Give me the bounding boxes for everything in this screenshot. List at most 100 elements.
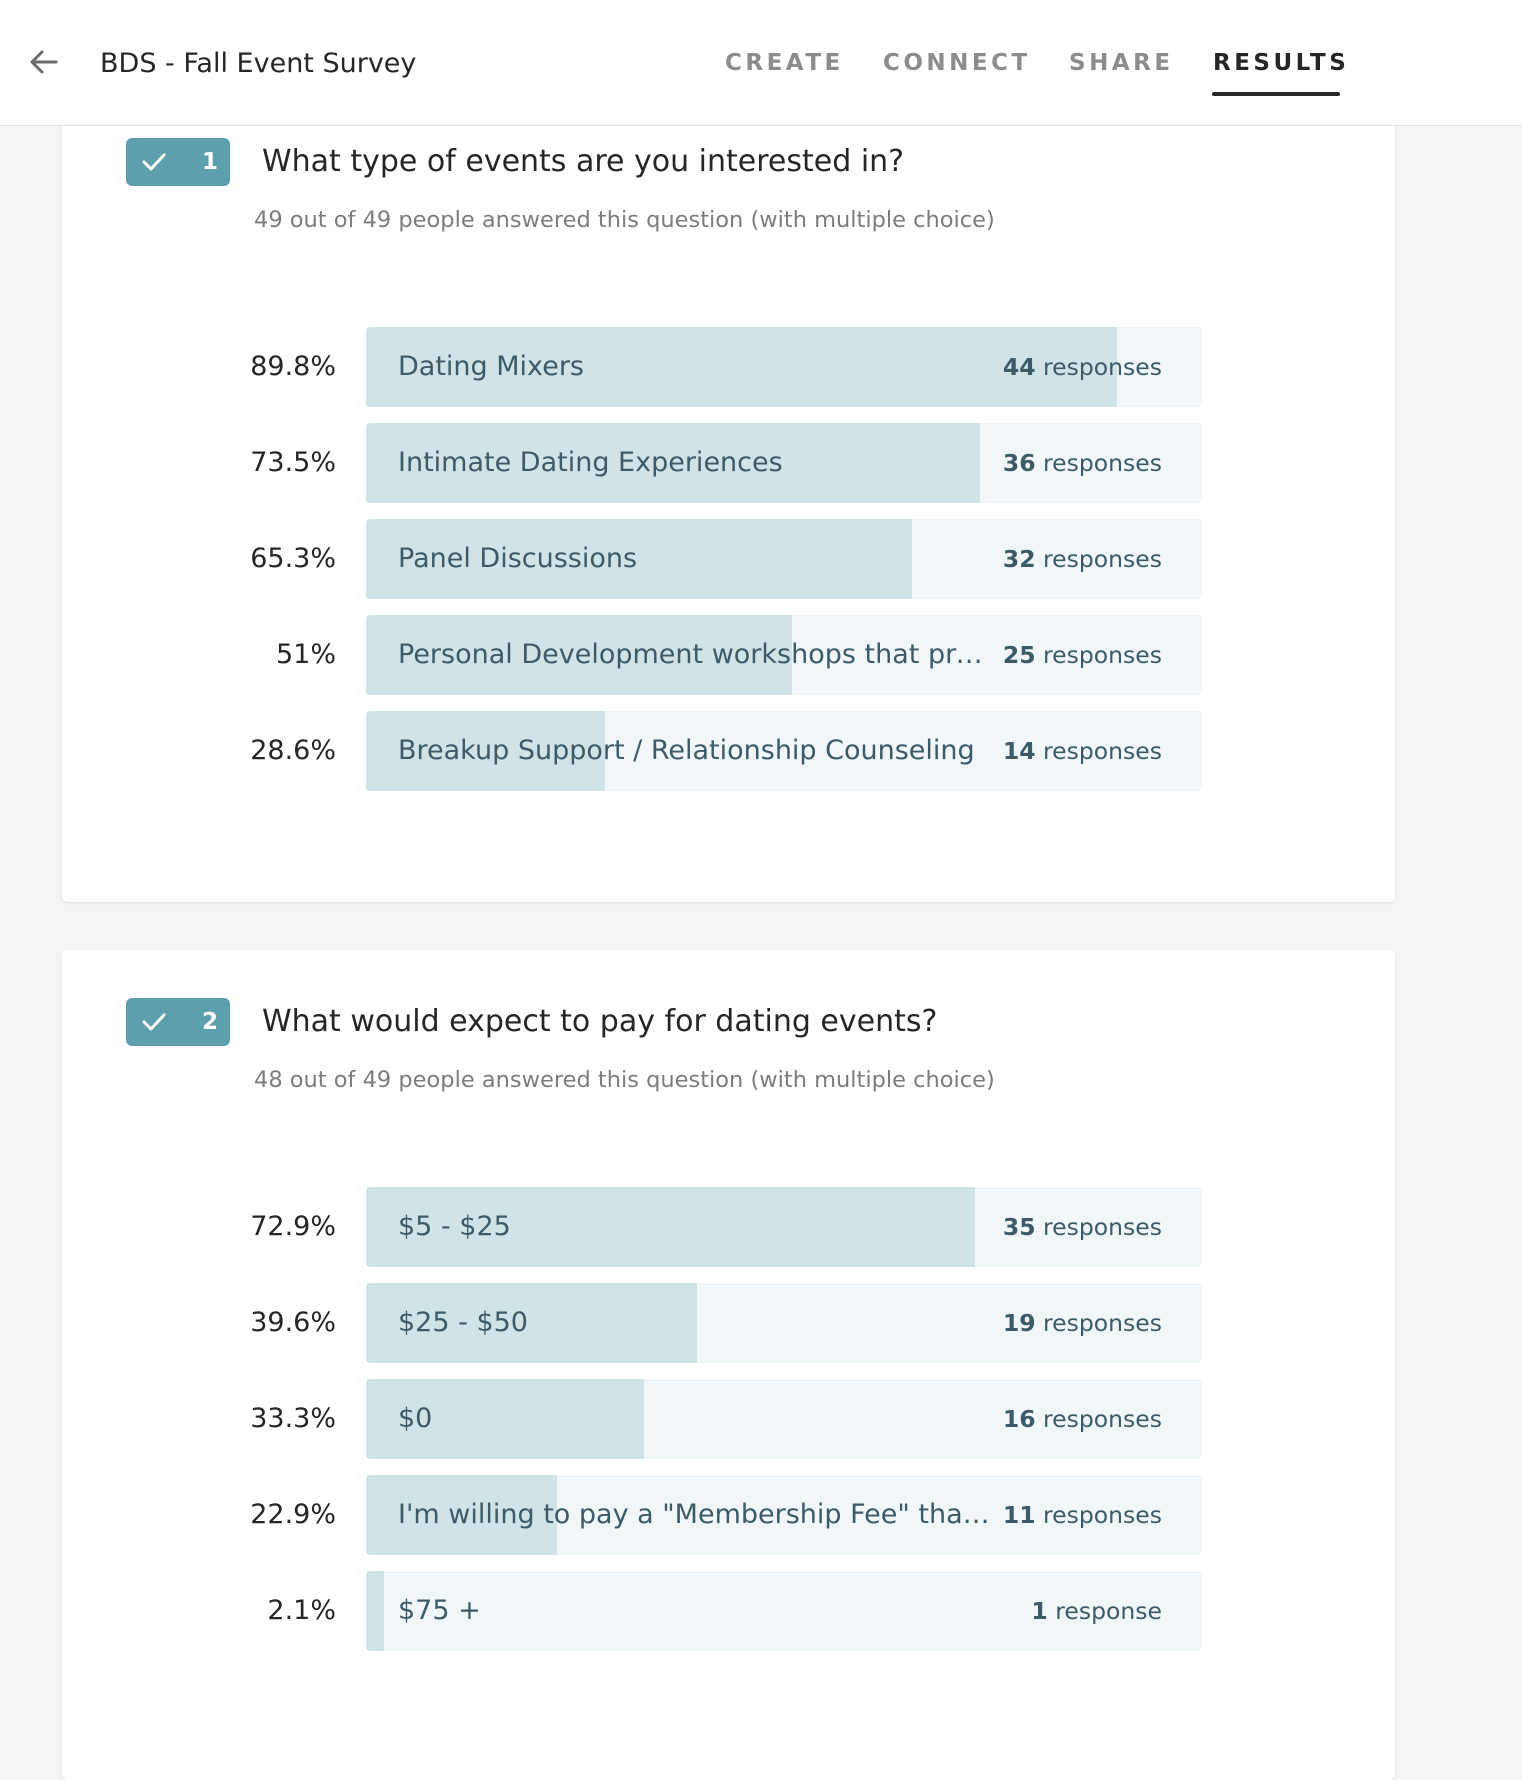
result-bar-fill (366, 327, 1117, 407)
response-count-number: 19 (1002, 1309, 1036, 1337)
result-row: 28.6% Breakup Support / Relationship Cou… (62, 711, 1395, 791)
result-option-label: Dating Mixers (398, 351, 584, 382)
result-option-label: $5 - $25 (398, 1211, 511, 1242)
result-response-count: 25 responses (1003, 615, 1162, 695)
result-option-label: $0 (398, 1403, 433, 1434)
results-list: 89.8% Dating Mixers 44 responses 73.5% I… (62, 327, 1395, 807)
form-title: BDS - Fall Event Survey (100, 48, 417, 79)
response-count-number: 35 (1002, 1213, 1036, 1241)
result-percent: 72.9% (250, 1211, 336, 1242)
result-response-count: 14 responses (1003, 711, 1162, 791)
result-percent: 65.3% (250, 543, 336, 574)
result-percent: 39.6% (250, 1307, 336, 1338)
result-row: 51% Personal Development workshops that … (62, 615, 1395, 695)
result-response-count: 32 responses (1003, 519, 1162, 599)
result-percent: 73.5% (250, 447, 336, 478)
result-response-count: 11 responses (1003, 1475, 1162, 1555)
response-count-unit: responses (1035, 449, 1162, 477)
response-count-number: 44 (1002, 353, 1036, 381)
main-nav: CREATE CONNECT SHARE RESULTS (0, 0, 1522, 126)
check-icon (142, 153, 166, 171)
result-bar-fill (366, 1475, 558, 1555)
response-count-number: 16 (1002, 1405, 1036, 1433)
result-bar: $25 - $50 19 responses (366, 1283, 1202, 1363)
result-bar-fill (366, 1379, 645, 1459)
result-bar-fill (366, 423, 981, 503)
result-percent: 22.9% (250, 1499, 336, 1530)
response-count-number: 11 (1002, 1501, 1036, 1529)
result-bar-fill (366, 1571, 384, 1651)
response-count-unit: responses (1035, 1405, 1162, 1433)
response-count-unit: responses (1035, 545, 1162, 573)
question-badge: 1 (126, 138, 230, 186)
question-card-2: 2 What would expect to pay for dating ev… (62, 950, 1395, 1780)
result-percent: 89.8% (250, 351, 336, 382)
result-bar: $75 + 1 response (366, 1571, 1202, 1651)
response-count-unit: responses (1035, 1309, 1162, 1337)
response-count-unit: responses (1035, 641, 1162, 669)
response-count-number: 14 (1002, 737, 1036, 765)
result-bar-fill (366, 711, 606, 791)
response-count-unit: responses (1035, 1213, 1162, 1241)
result-bar-fill (366, 1187, 976, 1267)
tab-results[interactable]: RESULTS (1213, 50, 1350, 76)
response-count-number: 32 (1002, 545, 1036, 573)
result-row: 39.6% $25 - $50 19 responses (62, 1283, 1395, 1363)
result-percent: 33.3% (250, 1403, 336, 1434)
result-option-label: Panel Discussions (398, 543, 638, 574)
question-number: 2 (201, 1009, 218, 1035)
result-row: 89.8% Dating Mixers 44 responses (62, 327, 1395, 407)
response-count-number: 25 (1002, 641, 1036, 669)
result-option-label: $25 - $50 (398, 1307, 528, 1338)
result-option-label: $75 + (398, 1595, 481, 1626)
response-count-unit: responses (1035, 737, 1162, 765)
response-count-unit: response (1047, 1597, 1162, 1625)
result-row: 73.5% Intimate Dating Experiences 36 res… (62, 423, 1395, 503)
back-button[interactable] (26, 44, 62, 80)
result-row: 65.3% Panel Discussions 32 responses (62, 519, 1395, 599)
result-bar: Dating Mixers 44 responses (366, 327, 1202, 407)
result-row: 22.9% I'm willing to pay a "Membership F… (62, 1475, 1395, 1555)
result-bar: Personal Development workshops that prep… (366, 615, 1202, 695)
response-count-number: 36 (1002, 449, 1036, 477)
question-title: What would expect to pay for dating even… (262, 1004, 938, 1039)
result-bar: I'm willing to pay a "Membership Fee" th… (366, 1475, 1202, 1555)
result-percent: 28.6% (250, 735, 336, 766)
result-option-label: I'm willing to pay a "Membership Fee" th… (398, 1499, 994, 1530)
response-count-number: 1 (1031, 1597, 1048, 1625)
result-percent: 2.1% (267, 1595, 336, 1626)
result-bar-fill (366, 1283, 698, 1363)
result-option-label: Intimate Dating Experiences (398, 447, 783, 478)
question-badge: 2 (126, 998, 230, 1046)
result-option-label: Breakup Support / Relationship Counselin… (398, 735, 975, 766)
active-tab-indicator (1212, 92, 1340, 96)
result-row: 2.1% $75 + 1 response (62, 1571, 1395, 1651)
result-bar: Intimate Dating Experiences 36 responses (366, 423, 1202, 503)
question-title: What type of events are you interested i… (262, 144, 905, 179)
tab-share[interactable]: SHARE (1069, 50, 1174, 76)
result-response-count: 16 responses (1003, 1379, 1162, 1459)
result-bar: Breakup Support / Relationship Counselin… (366, 711, 1202, 791)
result-row: 72.9% $5 - $25 35 responses (62, 1187, 1395, 1267)
result-response-count: 44 responses (1003, 327, 1162, 407)
result-bar-fill (366, 519, 912, 599)
results-list: 72.9% $5 - $25 35 responses 39.6% $25 - … (62, 1187, 1395, 1667)
result-option-label: Personal Development workshops that prep… (398, 639, 994, 670)
response-count-unit: responses (1035, 1501, 1162, 1529)
tab-create[interactable]: CREATE (725, 50, 844, 76)
result-row: 33.3% $0 16 responses (62, 1379, 1395, 1459)
check-icon (142, 1013, 166, 1031)
question-subtitle: 49 out of 49 people answered this questi… (254, 207, 995, 233)
top-bar: BDS - Fall Event Survey CREATE CONNECT S… (0, 0, 1522, 126)
arrow-left-icon (30, 50, 58, 74)
result-response-count: 36 responses (1003, 423, 1162, 503)
result-percent: 51% (275, 639, 336, 670)
result-bar-fill (366, 615, 793, 695)
result-response-count: 1 response (1031, 1571, 1162, 1651)
question-subtitle: 48 out of 49 people answered this questi… (254, 1067, 995, 1093)
tab-connect[interactable]: CONNECT (883, 50, 1031, 76)
result-response-count: 35 responses (1003, 1187, 1162, 1267)
result-response-count: 19 responses (1003, 1283, 1162, 1363)
result-bar: $5 - $25 35 responses (366, 1187, 1202, 1267)
result-bar: Panel Discussions 32 responses (366, 519, 1202, 599)
